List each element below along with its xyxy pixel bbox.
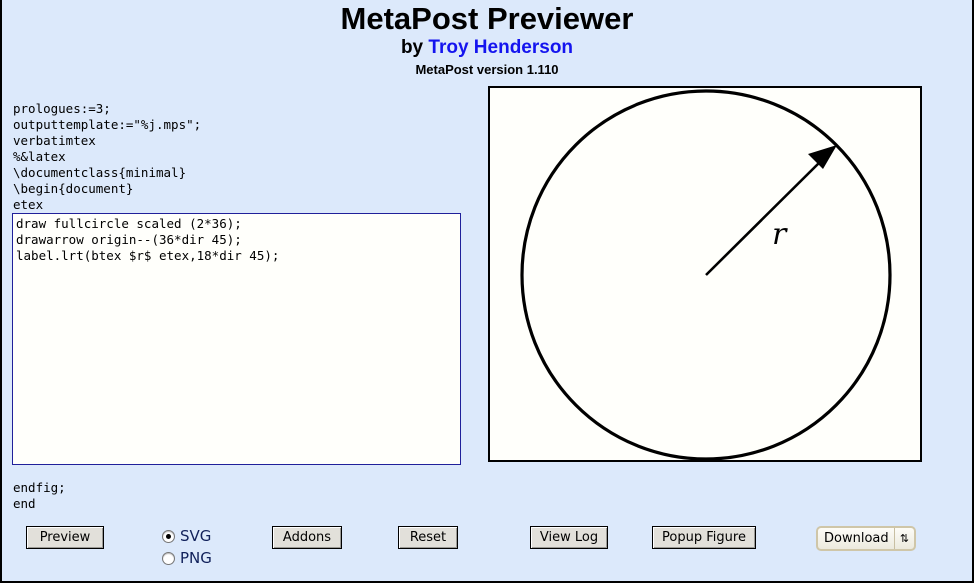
download-select[interactable]: Download ⇅ <box>816 526 916 551</box>
preamble-code: prologues:=3; outputtemplate:="%j.mps"; … <box>13 100 202 228</box>
radio-svg-indicator[interactable] <box>162 530 175 543</box>
radio-svg-label: SVG <box>180 527 212 545</box>
view-log-button[interactable]: View Log <box>530 526 608 549</box>
format-radio-svg[interactable]: SVG <box>162 528 211 545</box>
format-radio-png[interactable]: PNG <box>162 550 212 567</box>
radius-arrow-line <box>705 158 824 276</box>
version-label: MetaPost version 1.110 <box>415 62 559 77</box>
preview-button[interactable]: Preview <box>26 526 104 549</box>
chevron-updown-icon: ⇅ <box>894 528 914 549</box>
postamble-code: endfig; end <box>13 479 66 511</box>
author-link[interactable]: Troy Henderson <box>428 37 574 58</box>
page-header: MetaPost Previewer by Troy Henderson Met… <box>2 0 972 78</box>
radius-label: r <box>772 217 788 252</box>
reset-button[interactable]: Reset <box>398 526 458 549</box>
radius-arrow-head <box>808 145 837 169</box>
popup-figure-button[interactable]: Popup Figure <box>652 526 756 549</box>
radio-png-indicator[interactable] <box>162 552 175 565</box>
page-title: MetaPost Previewer <box>340 1 634 36</box>
metapost-figure: r <box>520 89 892 460</box>
radio-png-label: PNG <box>180 549 212 567</box>
byline: by Troy Henderson <box>2 37 972 59</box>
download-select-label: Download <box>824 531 889 546</box>
byline-prefix: by <box>400 37 429 58</box>
circle-shape <box>520 89 892 460</box>
figure-preview-panel[interactable]: r <box>488 86 922 462</box>
addons-button[interactable]: Addons <box>272 526 342 549</box>
source-code-textarea[interactable] <box>12 213 461 465</box>
